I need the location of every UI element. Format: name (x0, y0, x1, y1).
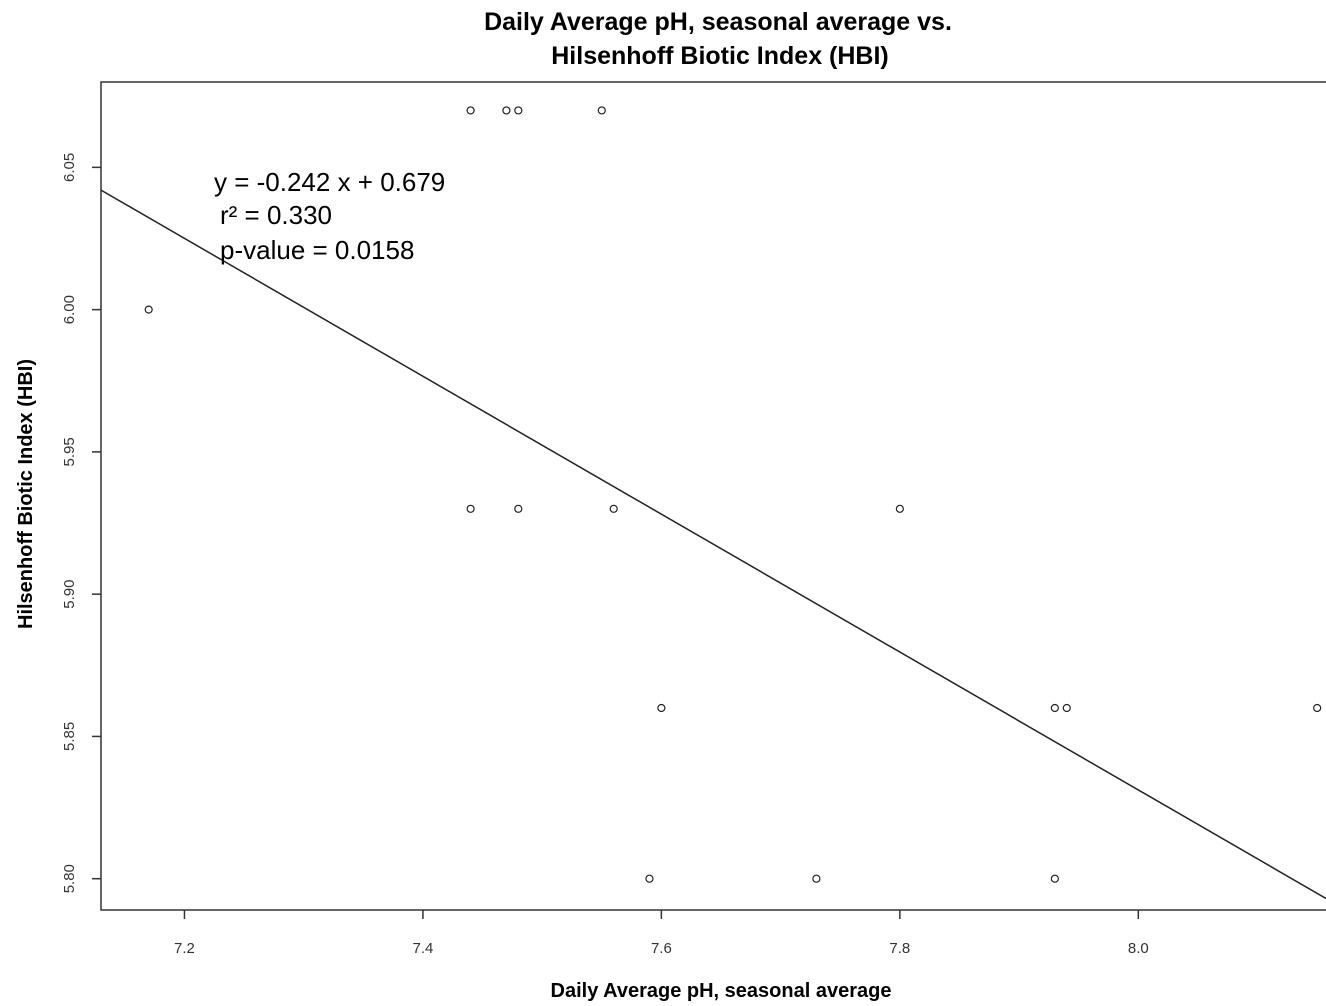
y-tick-label: 5.85 (61, 722, 78, 751)
x-tick-label: 7.2 (174, 940, 195, 957)
y-tick-label: 5.95 (61, 437, 78, 466)
data-point (657, 703, 666, 713)
y-tick-label: 5.80 (61, 864, 78, 893)
x-tick-label: 7.6 (651, 940, 672, 957)
data-point (645, 874, 654, 883)
data-point (514, 106, 523, 115)
y-tick-label: 6.05 (61, 153, 78, 182)
data-point (1050, 874, 1059, 883)
y-axis-label: Hilsenhoff Biotic Index (HBI) (15, 359, 37, 629)
x-tick-label: 8.0 (1128, 940, 1149, 957)
y-tick-label: 6.00 (61, 295, 78, 324)
data-point (514, 504, 523, 513)
chart-title-line-2: Hilsenhoff Biotic Index (HBI) (551, 42, 889, 70)
chart-title-line-1: Daily Average pH, seasonal average vs. (484, 8, 952, 36)
data-points (144, 106, 1322, 883)
y-tick-label: 5.90 (61, 580, 78, 609)
data-point (812, 874, 821, 883)
x-tick-label: 7.4 (412, 940, 433, 957)
r-squared-label: r² = 0.330 (220, 200, 332, 230)
data-point (502, 106, 511, 115)
p-value-label: p-value = 0.0158 (220, 235, 414, 265)
regression-line (100, 189, 1326, 900)
data-point (466, 106, 475, 115)
data-point (609, 504, 618, 513)
x-tick-label: 7.8 (889, 940, 910, 957)
data-point (895, 504, 904, 513)
y-axis: 5.80 5.85 5.90 5.95 6.00 6.05 (61, 153, 101, 893)
data-point (597, 106, 606, 115)
x-axis: 7.2 7.4 7.6 7.8 8.0 (174, 910, 1149, 957)
data-point (1062, 703, 1071, 713)
data-point (144, 305, 153, 314)
plot-frame (100, 81, 1326, 911)
data-point (466, 504, 475, 513)
data-point (1313, 703, 1322, 713)
regression-equation: y = -0.242 x + 0.679 (214, 167, 445, 197)
x-axis-label: Daily Average pH, seasonal average (551, 980, 892, 1002)
data-point (1050, 703, 1059, 713)
